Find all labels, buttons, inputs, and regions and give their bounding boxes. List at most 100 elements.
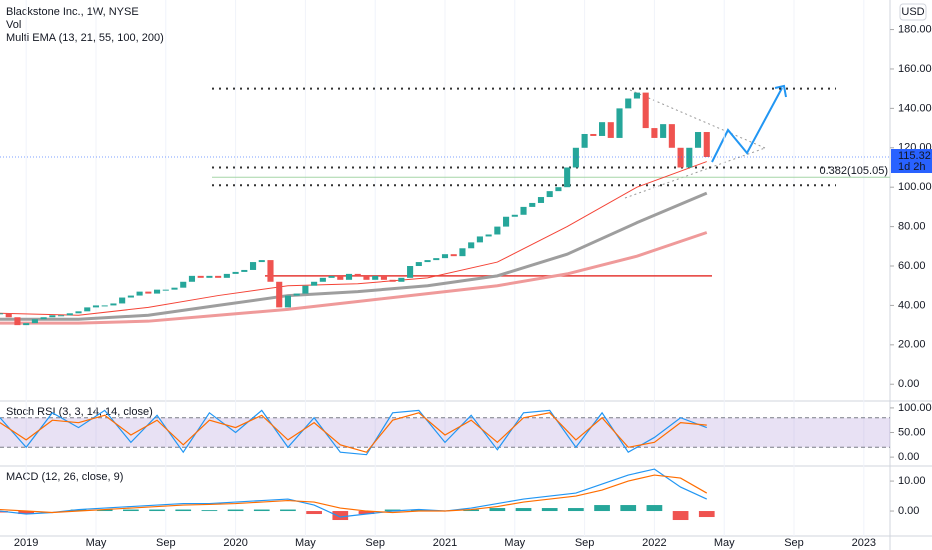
candle: [127, 295, 134, 298]
candle: [267, 260, 274, 282]
candle: [651, 128, 658, 138]
histogram-bar: [698, 511, 715, 518]
x-tick-label: Sep: [365, 537, 385, 549]
line: [0, 474, 708, 514]
projection-arrow: [774, 84, 787, 98]
candle: [590, 133, 597, 136]
candle: [5, 313, 12, 318]
candle: [101, 305, 108, 307]
last-price: 115.32: [898, 150, 931, 162]
candle: [223, 273, 230, 278]
histogram-bar: [175, 509, 192, 512]
candle: [459, 248, 466, 257]
y-tick-label: 100.00: [898, 181, 932, 193]
candle: [398, 277, 405, 282]
candle: [337, 275, 344, 280]
histogram-bar: [463, 509, 480, 512]
candle: [232, 271, 239, 274]
candle: [58, 315, 65, 317]
candle: [546, 191, 553, 198]
candle: [599, 122, 606, 136]
y-tick-label: 0.00: [898, 505, 919, 517]
x-tick-label: 2020: [223, 537, 247, 549]
candle: [694, 132, 702, 148]
candle: [354, 273, 361, 276]
candle: [276, 281, 283, 308]
candle: [241, 269, 248, 272]
line: [0, 409, 707, 456]
x-tick-label: Sep: [575, 537, 595, 549]
histogram-bar: [280, 509, 296, 512]
candle: [258, 260, 265, 263]
candle: [494, 226, 501, 235]
candle: [188, 275, 196, 282]
candle: [284, 295, 291, 308]
fib-label: 0.382(105.05): [820, 165, 889, 177]
candle: [581, 133, 588, 148]
histogram-bar: [594, 505, 610, 512]
candle: [389, 279, 396, 282]
candle: [450, 254, 457, 257]
histogram-bar: [332, 511, 349, 521]
last-price-box: [891, 149, 932, 174]
y-tick-label: 20.00: [898, 339, 926, 351]
candle: [555, 187, 562, 192]
y-tick-label: 10.00: [898, 475, 926, 487]
candle: [311, 281, 318, 286]
y-tick-label: 160.00: [898, 63, 932, 75]
candle: [677, 147, 684, 168]
candle: [686, 147, 693, 168]
candle: [407, 266, 414, 278]
histogram-bar: [96, 509, 113, 512]
candle: [328, 275, 335, 278]
candle: [215, 275, 222, 278]
histogram-bar: [306, 511, 322, 515]
candle: [249, 262, 257, 270]
candle: [302, 285, 309, 294]
candle: [433, 258, 440, 261]
candle: [40, 317, 47, 320]
candle: [529, 202, 536, 207]
indicator-label: Stoch RSI (3, 3, 14, 14, close): [6, 406, 153, 418]
indicator-label: MACD (12, 26, close, 9): [6, 471, 123, 483]
histogram-bar: [123, 509, 139, 512]
x-tick-label: 2021: [433, 537, 457, 549]
y-tick-label: 0.00: [898, 451, 919, 463]
candle: [345, 273, 353, 280]
candle: [293, 293, 300, 296]
histogram-bar: [18, 511, 35, 515]
candle: [75, 311, 82, 314]
candle: [668, 124, 675, 148]
candle: [363, 275, 370, 280]
candle: [424, 260, 431, 263]
candle: [468, 242, 475, 249]
histogram-bar: [541, 508, 558, 512]
histogram-bar: [149, 509, 165, 512]
candle: [625, 98, 632, 109]
candle: [607, 122, 614, 138]
chart-title: Blackstone Inc., 1W, NYSE: [6, 6, 139, 18]
candle: [14, 317, 21, 326]
candle: [572, 147, 579, 168]
currency-box[interactable]: [899, 3, 927, 21]
candle: [415, 262, 422, 267]
x-tick-label: 2019: [14, 537, 38, 549]
histogram-bar: [568, 508, 584, 512]
candle: [31, 319, 38, 324]
candle: [372, 275, 379, 280]
x-tick-label: 2023: [852, 537, 876, 549]
candle: [180, 281, 187, 288]
candle: [616, 108, 623, 138]
y-tick-label: 80.00: [898, 221, 926, 233]
line: [0, 468, 708, 518]
line: [0, 231, 708, 325]
candle: [154, 289, 161, 294]
currency: USD: [901, 6, 924, 18]
candle: [84, 307, 91, 312]
y-tick-label: 140.00: [898, 102, 932, 114]
histogram-bar: [253, 509, 270, 512]
projection: [711, 87, 783, 163]
y-tick-label: 50.00: [898, 426, 926, 438]
